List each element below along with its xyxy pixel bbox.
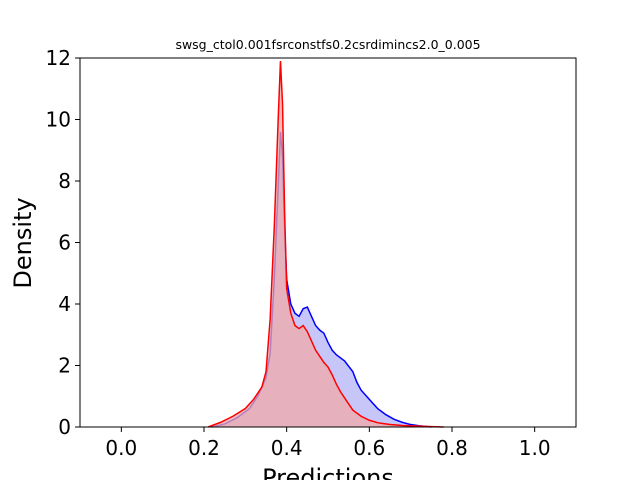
chart-title: swsg_ctol0.001fsrconstfs0.2csrdimincs2.0… — [175, 37, 480, 52]
y-tick-label: 4 — [58, 292, 71, 316]
series-2-area — [208, 61, 444, 427]
x-axis-title: Predictions — [262, 464, 394, 480]
x-tick-label: 0.0 — [105, 436, 137, 460]
y-tick-label: 2 — [58, 354, 71, 378]
x-tick-label: 1.0 — [519, 436, 551, 460]
y-axis-title: Density — [9, 197, 37, 288]
x-ticks: 0.0 0.2 0.4 0.6 0.8 1.0 — [105, 427, 551, 460]
series-layer — [207, 61, 444, 428]
y-tick-label: 8 — [58, 169, 71, 193]
x-tick-label: 0.6 — [353, 436, 385, 460]
series-2-line — [207, 61, 444, 428]
y-tick-label: 0 — [58, 415, 71, 439]
x-tick-label: 0.4 — [271, 436, 303, 460]
y-tick-label: 12 — [46, 46, 71, 70]
y-ticks: 0 2 4 6 8 10 12 — [46, 46, 80, 439]
x-tick-label: 0.8 — [436, 436, 468, 460]
x-tick-label: 0.2 — [188, 436, 220, 460]
y-tick-label: 6 — [58, 231, 71, 255]
y-tick-label: 10 — [46, 108, 71, 132]
